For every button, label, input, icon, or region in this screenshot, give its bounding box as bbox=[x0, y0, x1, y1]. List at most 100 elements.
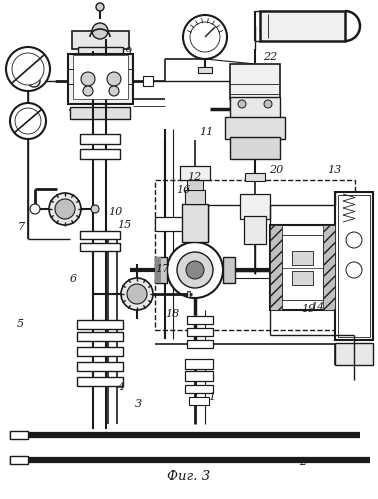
Bar bbox=[335, 192, 373, 340]
Circle shape bbox=[346, 262, 362, 278]
Text: 7: 7 bbox=[17, 222, 24, 232]
Text: 4: 4 bbox=[118, 382, 124, 392]
Circle shape bbox=[15, 108, 41, 134]
Bar bbox=[77, 347, 123, 356]
Bar bbox=[185, 190, 205, 204]
Bar bbox=[80, 243, 120, 251]
Bar bbox=[240, 194, 270, 219]
Bar bbox=[155, 257, 167, 283]
Bar bbox=[155, 217, 191, 231]
Circle shape bbox=[55, 199, 75, 219]
Bar bbox=[73, 55, 128, 99]
Bar bbox=[189, 397, 209, 405]
Bar bbox=[143, 76, 153, 86]
Bar bbox=[182, 204, 208, 242]
Bar bbox=[10, 456, 28, 464]
Bar bbox=[185, 359, 213, 369]
Text: 12: 12 bbox=[187, 172, 202, 182]
Bar bbox=[270, 225, 282, 310]
Bar bbox=[187, 180, 203, 190]
Bar bbox=[185, 371, 213, 381]
Text: 22: 22 bbox=[263, 52, 277, 62]
Text: 6: 6 bbox=[70, 274, 77, 284]
Text: 16: 16 bbox=[176, 185, 191, 195]
Circle shape bbox=[264, 100, 272, 108]
Bar bbox=[230, 64, 280, 99]
Text: 1: 1 bbox=[208, 392, 215, 402]
Text: 2: 2 bbox=[299, 457, 306, 467]
Bar bbox=[338, 195, 370, 337]
Bar bbox=[72, 31, 129, 49]
Bar bbox=[292, 271, 313, 285]
Bar bbox=[77, 320, 123, 329]
Circle shape bbox=[183, 15, 227, 59]
Bar bbox=[77, 362, 123, 371]
Bar bbox=[77, 377, 123, 386]
Bar bbox=[270, 225, 335, 310]
Bar bbox=[187, 340, 213, 348]
Bar bbox=[80, 149, 120, 159]
Bar bbox=[187, 291, 190, 297]
Circle shape bbox=[186, 261, 204, 279]
Bar bbox=[10, 431, 28, 439]
Circle shape bbox=[190, 22, 220, 52]
Bar bbox=[198, 67, 212, 73]
Bar bbox=[335, 343, 373, 365]
Circle shape bbox=[107, 72, 121, 86]
Bar bbox=[78, 47, 123, 59]
Text: 9: 9 bbox=[125, 47, 132, 57]
Bar bbox=[230, 137, 280, 159]
Bar bbox=[245, 173, 265, 181]
Circle shape bbox=[238, 100, 246, 108]
Bar bbox=[68, 54, 133, 104]
Circle shape bbox=[109, 86, 119, 96]
Text: 13: 13 bbox=[327, 165, 342, 175]
Bar bbox=[260, 11, 345, 41]
Circle shape bbox=[92, 23, 108, 39]
Bar bbox=[187, 316, 213, 324]
Circle shape bbox=[30, 204, 40, 214]
Circle shape bbox=[177, 252, 213, 288]
Circle shape bbox=[28, 75, 40, 87]
Bar bbox=[157, 257, 159, 283]
Bar bbox=[159, 257, 161, 283]
Text: 20: 20 bbox=[269, 165, 283, 175]
Circle shape bbox=[81, 72, 95, 86]
Text: 14: 14 bbox=[310, 302, 325, 312]
Text: Фиг. 3: Фиг. 3 bbox=[167, 471, 211, 484]
Bar bbox=[185, 385, 213, 393]
Bar bbox=[80, 134, 120, 144]
Text: 18: 18 bbox=[165, 309, 179, 319]
Bar bbox=[180, 166, 210, 180]
Circle shape bbox=[96, 3, 104, 11]
Text: 3: 3 bbox=[135, 399, 141, 409]
Circle shape bbox=[10, 103, 46, 139]
Bar bbox=[223, 257, 235, 283]
Circle shape bbox=[12, 53, 44, 85]
Bar bbox=[292, 251, 313, 265]
Bar bbox=[77, 332, 123, 341]
Bar bbox=[155, 257, 157, 283]
Circle shape bbox=[121, 278, 153, 310]
Circle shape bbox=[127, 284, 147, 304]
Bar bbox=[225, 117, 285, 139]
Text: 15: 15 bbox=[118, 220, 132, 230]
Text: 19: 19 bbox=[301, 304, 315, 314]
Bar bbox=[282, 235, 323, 300]
Circle shape bbox=[91, 205, 99, 213]
Bar bbox=[187, 328, 213, 336]
Circle shape bbox=[49, 193, 81, 225]
Bar bbox=[230, 97, 280, 119]
Circle shape bbox=[83, 86, 93, 96]
Text: 17: 17 bbox=[155, 264, 170, 274]
Bar bbox=[70, 107, 130, 119]
Bar bbox=[155, 180, 355, 330]
Bar bbox=[323, 225, 335, 310]
Text: 11: 11 bbox=[199, 127, 213, 137]
Circle shape bbox=[167, 242, 223, 298]
Bar bbox=[80, 231, 120, 239]
Circle shape bbox=[6, 47, 50, 91]
Text: 5: 5 bbox=[17, 319, 24, 329]
Bar bbox=[244, 216, 266, 244]
Text: 10: 10 bbox=[108, 207, 122, 217]
